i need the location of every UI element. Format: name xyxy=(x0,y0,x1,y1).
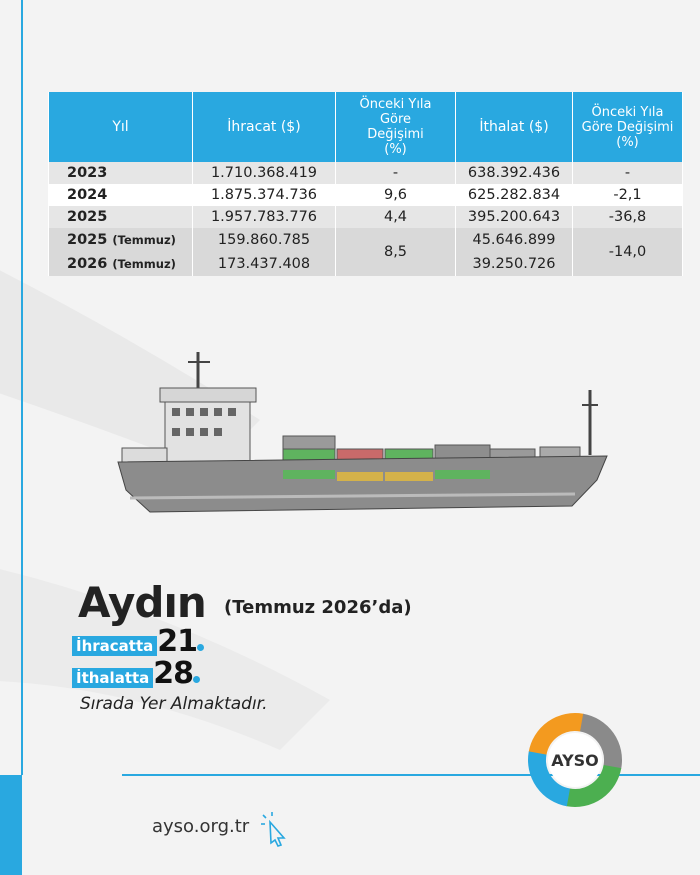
export-value: 173.437.408 xyxy=(217,256,311,272)
export-value: 1.710.368.419 xyxy=(192,162,336,184)
import-change: -2,1 xyxy=(572,184,683,206)
year: 2026 xyxy=(67,256,108,272)
header-cell: İhracat ($) xyxy=(192,92,336,162)
import-change: - xyxy=(572,162,683,184)
period: (Temmuz 2026’da) xyxy=(224,597,412,618)
header-cell: İthalat ($) xyxy=(455,92,573,162)
export-change: - xyxy=(335,162,456,184)
trade-table: Yıl İhracat ($) Önceki Yıla Göre Değişim… xyxy=(48,92,683,276)
year: 2025 xyxy=(48,206,193,228)
city: Aydın xyxy=(78,578,207,627)
import-change: -36,8 xyxy=(572,206,683,228)
logo-text: AYSO xyxy=(551,751,599,770)
year: 2024 xyxy=(48,184,193,206)
rank-row: İthalatta 28 xyxy=(72,656,201,691)
ship-illustration xyxy=(117,352,608,513)
cursor-icon xyxy=(261,812,286,847)
export-change: 4,4 xyxy=(335,206,456,228)
export-value: 1.957.783.776 xyxy=(192,206,336,228)
import-value: 45.646.899 xyxy=(472,232,556,248)
year-note: (Temmuz) xyxy=(112,257,176,271)
header-cell: Önceki Yıla Göre Değişimi (%) xyxy=(335,92,456,162)
year: 2025 xyxy=(67,232,108,248)
rank-label: İhracatta xyxy=(72,636,158,656)
rank-number: 21 xyxy=(157,624,198,659)
year-note: (Temmuz) xyxy=(112,233,176,247)
import-value: 395.200.643 xyxy=(455,206,573,228)
website[interactable]: ayso.org.tr xyxy=(152,816,250,837)
rank-row: İhracatta 21 xyxy=(72,624,205,659)
export-value: 1.875.374.736 xyxy=(192,184,336,206)
logo-gear: AYSO xyxy=(528,713,622,807)
year: 2023 xyxy=(48,162,193,184)
export-change: 8,5 xyxy=(335,228,456,276)
import-change: -14,0 xyxy=(572,228,683,276)
export-change: 9,6 xyxy=(335,184,456,206)
header-cell: Yıl xyxy=(48,92,193,162)
export-value: 159.860.785 xyxy=(217,232,311,248)
import-value: 638.392.436 xyxy=(455,162,573,184)
rank-number: 28 xyxy=(153,656,194,691)
rank-label: İthalatta xyxy=(72,668,154,688)
import-value: 625.282.834 xyxy=(455,184,573,206)
note: Sırada Yer Almaktadır. xyxy=(80,694,268,714)
header-cell: Önceki Yıla Göre Değişimi (%) xyxy=(572,92,683,162)
import-value: 39.250.726 xyxy=(472,256,556,272)
